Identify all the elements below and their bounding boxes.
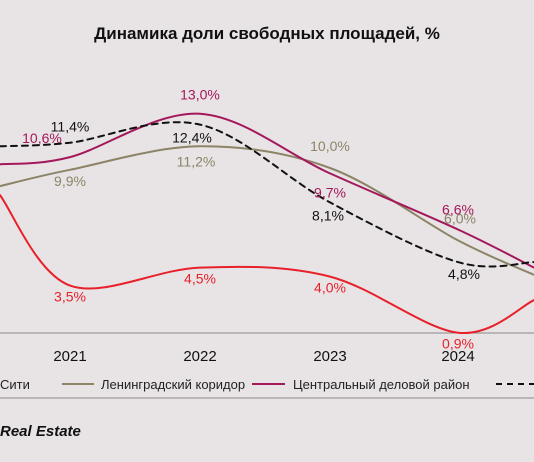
legend-label: Ленинградский коридор: [101, 377, 245, 392]
data-label: 8,1%: [312, 207, 344, 223]
x-tick-label: 2022: [183, 348, 216, 365]
series-line-2: [0, 145, 534, 276]
data-label: 9,7%: [314, 184, 346, 200]
data-label: 9,9%: [54, 173, 86, 189]
data-label: 0,9%: [442, 336, 474, 352]
chart-title: Динамика доли свободных площадей, %: [94, 24, 440, 43]
data-label: 10,6%: [22, 130, 62, 146]
data-label: 11,2%: [177, 153, 216, 169]
data-label: 6,6%: [442, 202, 474, 218]
series-line-1: [0, 194, 534, 334]
data-label: 11,4%: [51, 119, 90, 135]
x-tick-label: 2021: [53, 348, 86, 365]
x-tick-label: 2023: [313, 348, 346, 365]
legend-label: Сити: [0, 377, 30, 392]
x-tick-label: 2024: [441, 348, 474, 365]
legend-label: Центральный деловой район: [293, 377, 470, 392]
data-label: 10,0%: [310, 138, 350, 154]
data-label: 6,0%: [444, 210, 476, 226]
source-label: Real Estate: [0, 423, 81, 440]
series-line-4: [0, 121, 534, 268]
data-label: 13,0%: [180, 87, 220, 103]
series-line-3: [0, 112, 534, 269]
data-label: 12,4%: [172, 130, 212, 146]
data-label: 4,0%: [314, 280, 346, 296]
data-label: 3,5%: [54, 289, 86, 305]
data-label: 4,5%: [184, 271, 216, 287]
data-label: 4,8%: [448, 266, 480, 282]
